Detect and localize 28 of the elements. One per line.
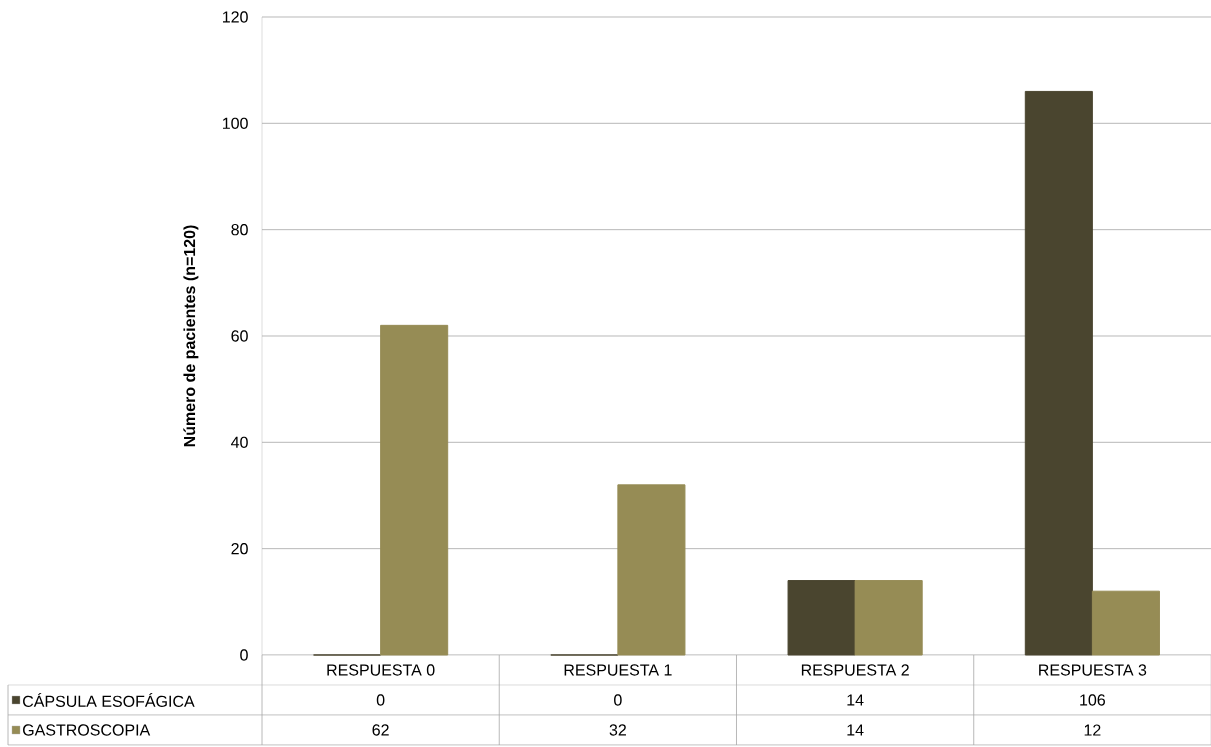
legend-label: GASTROSCOPIA bbox=[23, 724, 151, 736]
data-label: 32 bbox=[609, 724, 626, 736]
y-tick-label: 40 bbox=[231, 436, 248, 448]
y-tick-label: 0 bbox=[240, 649, 248, 661]
legend-label: CÁPSULA ESOFÁGICA bbox=[23, 692, 195, 707]
bar bbox=[1091, 590, 1160, 656]
y-tick-label: 100 bbox=[223, 117, 248, 129]
y-axis-title: Número de pacientes (n=120) bbox=[183, 225, 199, 447]
data-label: 14 bbox=[847, 724, 864, 736]
data-label: 14 bbox=[847, 694, 864, 706]
data-label: 106 bbox=[1080, 694, 1105, 706]
bar bbox=[617, 484, 686, 656]
y-tick-label: 20 bbox=[231, 543, 248, 555]
data-label: 62 bbox=[372, 724, 389, 736]
y-tick-label: 60 bbox=[231, 330, 248, 342]
x-tick-label: RESPUESTA 2 bbox=[801, 664, 909, 676]
bar bbox=[380, 324, 449, 656]
y-tick-label: 120 bbox=[223, 11, 248, 23]
x-tick-label: RESPUESTA 3 bbox=[1039, 664, 1147, 676]
bar bbox=[787, 580, 856, 656]
data-label: 12 bbox=[1084, 724, 1101, 736]
data-label: 0 bbox=[614, 694, 622, 706]
x-tick-label: RESPUESTA 1 bbox=[564, 664, 672, 676]
y-tick-label: 80 bbox=[231, 224, 248, 236]
data-label: 0 bbox=[376, 694, 385, 706]
bar bbox=[854, 580, 923, 656]
x-tick-label: RESPUESTA 0 bbox=[327, 664, 435, 676]
bar bbox=[1024, 90, 1093, 656]
